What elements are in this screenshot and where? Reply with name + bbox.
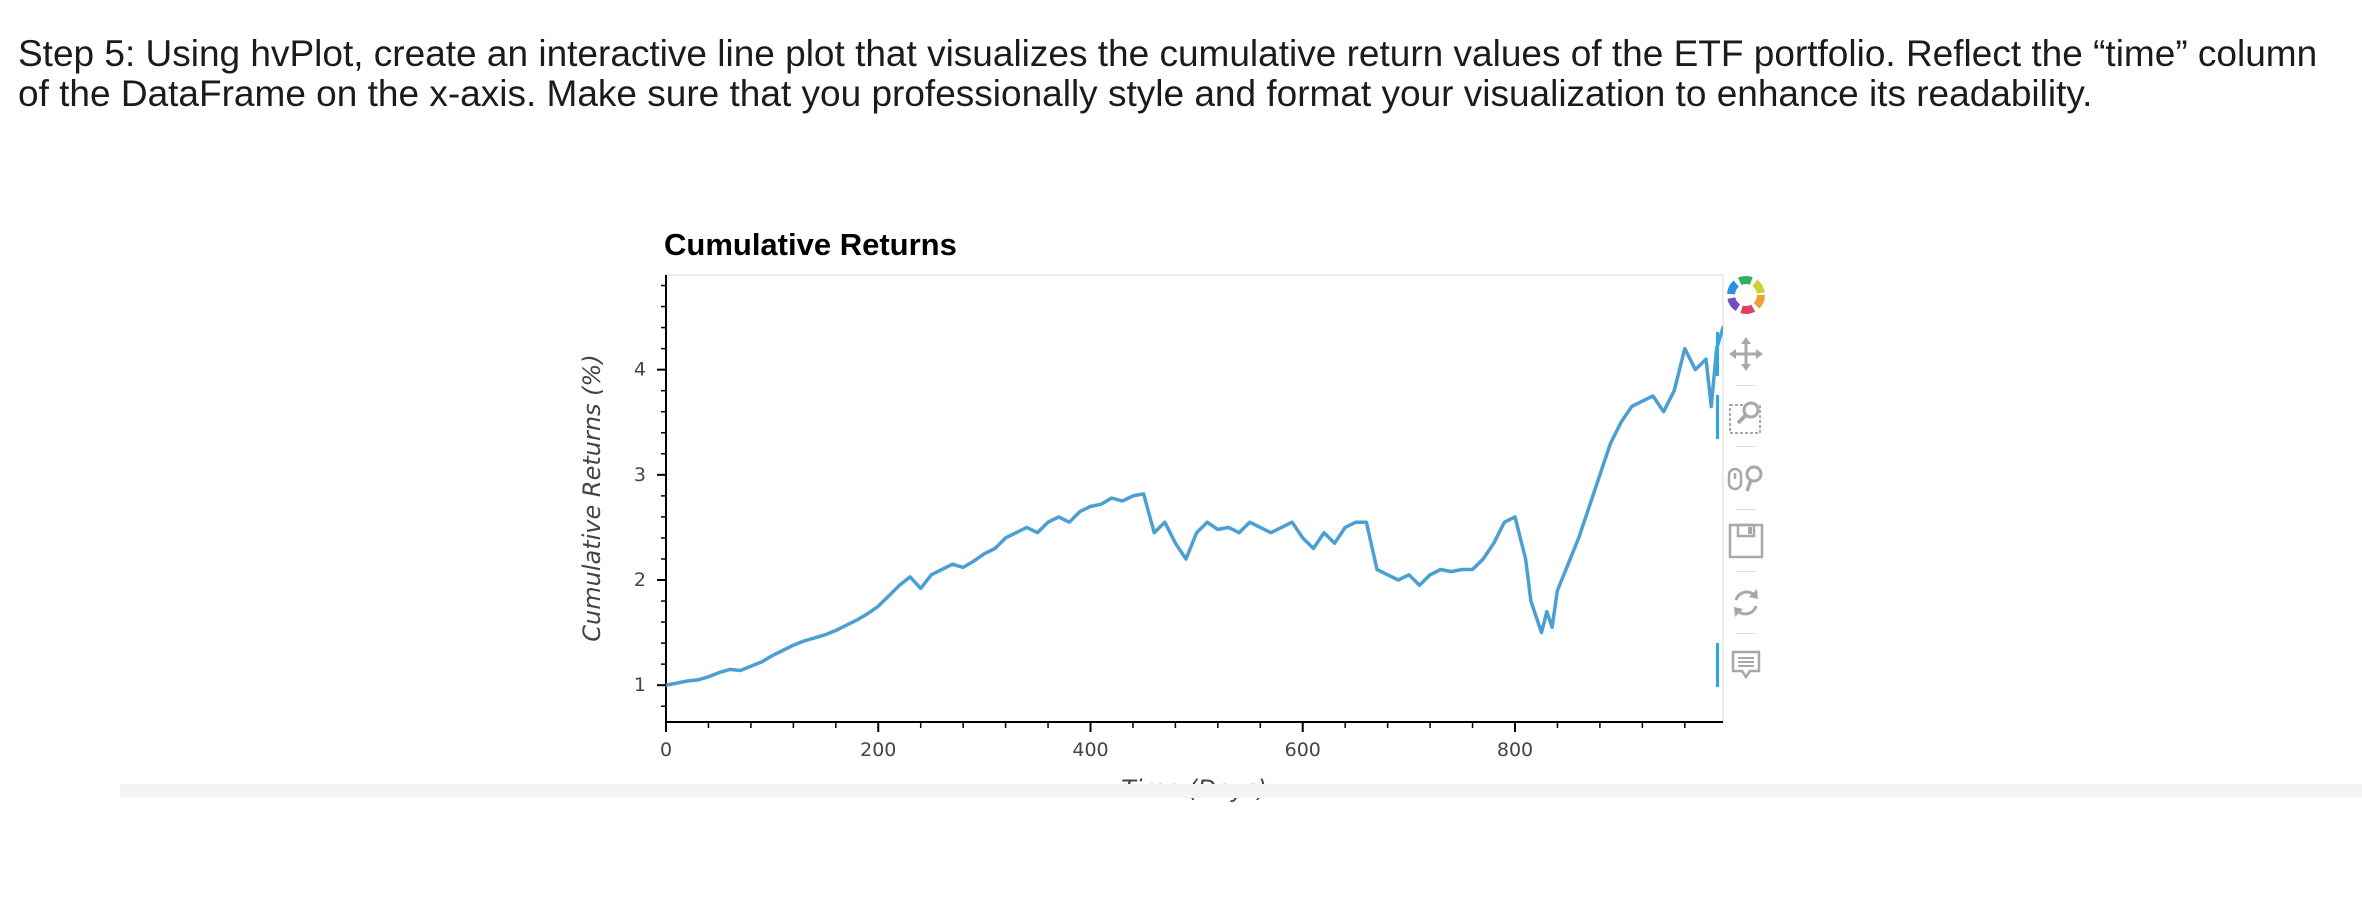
bokeh-logo-icon[interactable]	[1722, 271, 1770, 319]
y-tick-label: 3	[634, 464, 646, 486]
y-axis-label: Cumulative Returns (%)	[578, 354, 606, 641]
pan-tool[interactable]	[1716, 330, 1770, 378]
wheel-zoom-tool[interactable]	[1722, 455, 1770, 503]
wheel-zoom-icon	[1727, 465, 1763, 492]
pan-icon	[1729, 337, 1763, 371]
x-tick-label: 200	[860, 739, 896, 761]
y-tick-label: 2	[634, 569, 646, 591]
series-line-0	[666, 325, 1723, 687]
y-axis: 1 2 3 4	[634, 275, 667, 722]
line-chart[interactable]: 1 2 3 4 0 200 400 600 800 Cumulative Returns (%…	[560, 215, 1810, 803]
x-tick-label: 0	[660, 739, 672, 761]
y-tick-label: 4	[634, 359, 646, 381]
x-tick-label: 800	[1497, 739, 1533, 761]
chart-title: Cumulative Returns	[664, 227, 957, 262]
plot-frame	[665, 274, 1724, 723]
x-axis: 0 200 400 600 800	[660, 721, 1723, 761]
save-tool[interactable]	[1722, 517, 1770, 565]
reset-icon	[1734, 589, 1758, 617]
cell-output-footer	[120, 784, 2362, 798]
y-tick-label: 1	[634, 674, 646, 696]
reset-tool[interactable]	[1722, 579, 1770, 627]
series-group	[666, 325, 1723, 687]
chart-container: Cumulative Returns 1 2 3 4 0 200 400 600 800 Cu…	[560, 215, 1810, 803]
plot-toolbar	[1716, 271, 1770, 911]
box-zoom-tool[interactable]	[1716, 393, 1770, 441]
save-icon	[1728, 523, 1764, 559]
x-tick-label: 600	[1285, 739, 1321, 761]
hover-icon	[1731, 650, 1761, 680]
x-tick-label: 400	[1072, 739, 1108, 761]
instructions-text: Step 5: Using hvPlot, create an interact…	[18, 33, 2318, 114]
box-zoom-icon	[1729, 401, 1761, 434]
hover-tool[interactable]	[1716, 641, 1770, 689]
